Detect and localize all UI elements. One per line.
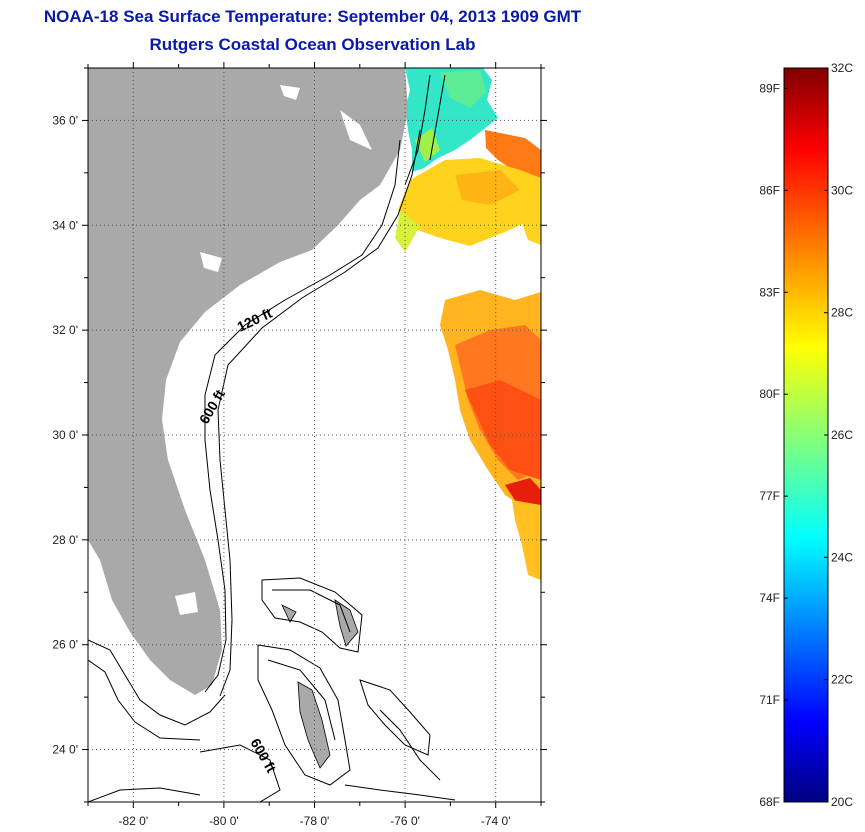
colorbar-celsius-label: 24C (831, 550, 853, 564)
land-mass (88, 68, 408, 695)
lon-tick-label: -80 0' (209, 814, 239, 828)
lat-tick-label: 26 0' (52, 638, 78, 652)
contour-600ft (217, 129, 421, 697)
lon-tick-label: -76 0' (390, 814, 420, 828)
map-subtitle: Rutgers Coastal Ocean Observation Lab (149, 35, 476, 54)
map-title: NOAA-18 Sea Surface Temperature: Septemb… (43, 7, 582, 26)
colorbar-fahrenheit-label: 89F (759, 81, 780, 95)
colorbar-fahrenheit-label: 83F (759, 285, 780, 299)
colorbar-labels: 32C 30C 28C 26C 24C 22C 20C 89F 86F 83F 80F 77F 74F 7… (759, 61, 853, 809)
lat-tick-label: 24 0' (52, 743, 78, 757)
contour-label-600ft-north: 600 ft (196, 387, 228, 427)
colorbar-celsius-label: 30C (831, 183, 853, 197)
lat-tick-label: 30 0' (52, 428, 78, 442)
colorbar-celsius-label: 32C (831, 61, 853, 75)
colorbar-celsius-label: 20C (831, 795, 853, 809)
bathymetry-contours (88, 74, 456, 802)
colorbar-celsius-label: 26C (831, 428, 853, 442)
lat-tick-label: 32 0' (52, 323, 78, 337)
lat-tick-label: 28 0' (52, 533, 78, 547)
lat-tick-label: 36 0' (52, 113, 78, 127)
colorbar-fahrenheit-label: 68F (759, 795, 780, 809)
lon-tick-label: -74 0' (481, 814, 511, 828)
colorbar-fahrenheit-label: 86F (759, 183, 780, 197)
us-east-coast-land (88, 68, 408, 695)
contour-120ft (204, 139, 401, 693)
sst-patch-hatteras (485, 130, 541, 180)
colorbar-celsius-label: 28C (831, 306, 853, 320)
map-area: 120 ft 600 ft 600 ft (88, 68, 541, 802)
colorbar (783, 67, 829, 803)
colorbar-fahrenheit-label: 77F (759, 489, 780, 503)
sst-data-patches (395, 68, 541, 580)
contour-label-600ft-south: 600 ft (247, 736, 279, 776)
colorbar-fahrenheit-label: 80F (759, 387, 780, 401)
colorbar-fahrenheit-label: 74F (759, 591, 780, 605)
lat-tick-label: 34 0' (52, 218, 78, 232)
bahamas-islands (281, 599, 359, 769)
lon-tick-label: -82 0' (118, 814, 148, 828)
colorbar-celsius-label: 22C (831, 673, 853, 687)
axis-labels: 24 0' 26 0' 28 0' 30 0' 32 0' 34 0' 36 0' -82 0… (52, 113, 510, 828)
colorbar-fahrenheit-label: 71F (759, 693, 780, 707)
axis-ticks (82, 62, 547, 808)
lon-tick-label: -78 0' (300, 814, 330, 828)
